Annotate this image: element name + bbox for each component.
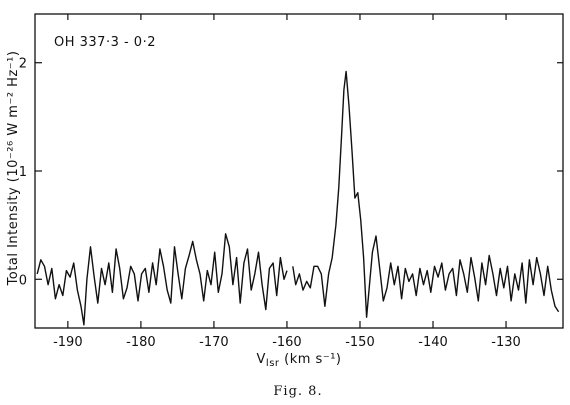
x-axis-label-sub: lsr [266, 358, 280, 369]
y-tick-label: 1 [19, 165, 27, 180]
y-tick-label: 2 [19, 57, 27, 72]
figure-caption: Fig. 8. [273, 384, 322, 399]
x-axis-label-main: V [257, 352, 266, 367]
spectrum-line-segment [292, 70, 560, 318]
series-group [36, 70, 560, 326]
x-tick-label: -190 [53, 335, 83, 350]
x-tick-label: -130 [491, 335, 521, 350]
x-axis-label-rest: (km s⁻¹) [280, 352, 342, 367]
panel-label: OH 337·3 - 0·2 [54, 35, 156, 50]
x-tick-label: -170 [199, 335, 229, 350]
x-axis-label: Vlsr (km s⁻¹) [257, 352, 342, 369]
x-tick-label: -160 [272, 335, 302, 350]
tick-group: -190 -180 -170 -160 -150 -140 -130 0 1 2 [19, 14, 563, 350]
x-tick-label: -180 [126, 335, 156, 350]
plot-frame [34, 13, 564, 329]
x-tick-label: -150 [345, 335, 375, 350]
spectrum-line-segment [36, 233, 288, 326]
y-tick-label: 0 [19, 273, 27, 288]
y-axis-label: Total Intensity (10⁻²⁶ W m⁻² Hz⁻¹) [6, 51, 21, 287]
x-tick-label: -140 [418, 335, 448, 350]
